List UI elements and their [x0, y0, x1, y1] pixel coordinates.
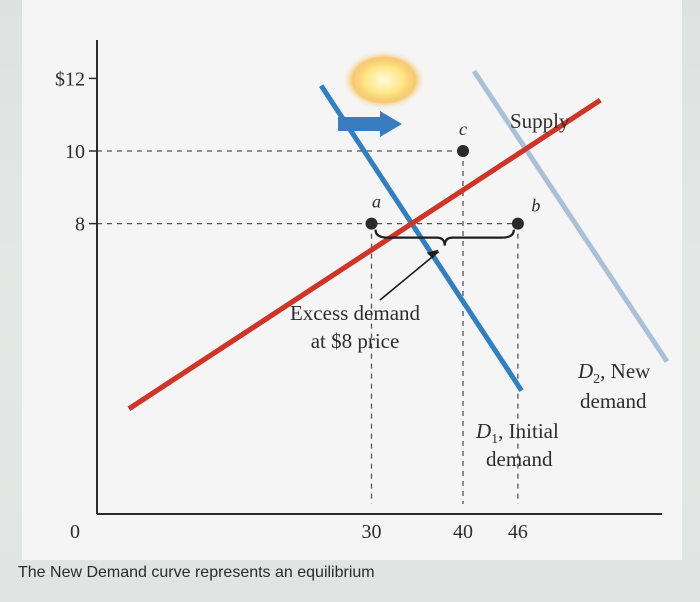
series-descriptor: , New: [600, 359, 651, 383]
shift-arrow-body: [338, 117, 382, 131]
new-demand-curve: [471, 69, 670, 363]
supply-curve-overlay: [127, 98, 602, 411]
series-letter: D: [577, 359, 593, 383]
series-subscript: 1: [491, 432, 498, 447]
initial-demand-label: D1, Initial: [475, 419, 559, 447]
excess-demand-brace: [374, 229, 515, 246]
point-a: [365, 217, 378, 230]
caption-text: The New Demand curve represents an equil…: [18, 564, 375, 581]
x-tick-label: 40: [453, 521, 473, 543]
point-b: [511, 217, 524, 230]
y-tick-label: 10: [65, 141, 85, 163]
point-c: [457, 145, 469, 157]
point-label-a: a: [372, 192, 381, 212]
supply-label: Supply: [510, 109, 570, 133]
series-descriptor: , Initial: [498, 419, 559, 443]
series-subscript: 2: [593, 372, 600, 387]
point-label-c: c: [459, 119, 467, 139]
shift-arrow-head: [380, 111, 402, 137]
new-demand-label: D2, New: [577, 359, 651, 387]
new-demand-label-line2: demand: [580, 389, 647, 413]
annotation-pointer-head: [426, 249, 439, 259]
excess-demand-label: Excess demand: [290, 301, 421, 325]
point-label-b: b: [531, 196, 540, 216]
initial-demand-label-line2: demand: [486, 447, 553, 471]
excess-demand-label: at $8 price: [311, 329, 400, 353]
x-tick-label: 46: [508, 521, 528, 543]
y-tick-label: $12: [55, 68, 85, 90]
x-tick-label: 0: [70, 521, 80, 543]
annotation-pointer-line: [379, 250, 440, 301]
overlay: [338, 50, 524, 301]
supply-demand-chart: $12 10 8 0 30 40 46 a c b Excess demand at $8 pric…: [55, 40, 670, 543]
series-letter: D: [475, 419, 491, 443]
y-tick-label: 8: [75, 214, 85, 236]
guide-lines: [97, 150, 519, 504]
axes: $12 10 8 0 30 40 46: [55, 40, 662, 543]
light-glare: [342, 50, 426, 110]
x-tick-label: 30: [362, 521, 382, 543]
